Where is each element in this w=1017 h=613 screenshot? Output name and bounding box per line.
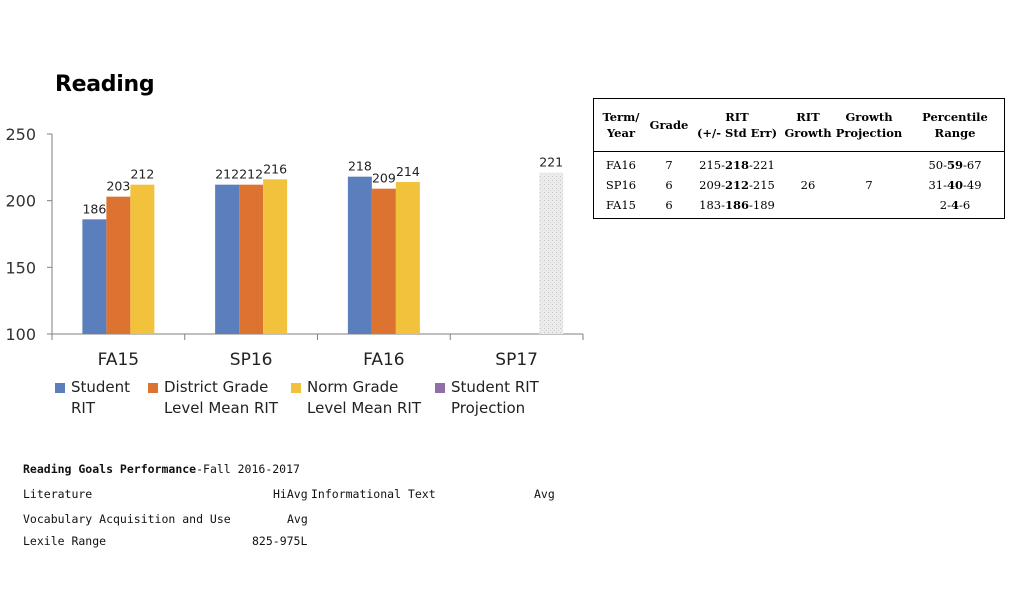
bar xyxy=(130,184,155,334)
bar xyxy=(82,219,107,334)
goal-informational-label: Informational Text xyxy=(311,487,436,501)
legend-label: Student RIT xyxy=(71,378,131,417)
bar xyxy=(215,184,240,334)
x-tick-label: SP17 xyxy=(495,350,538,370)
bar xyxy=(539,172,564,334)
data-label: 203 xyxy=(106,179,130,194)
cell-rit: 183-186-189 xyxy=(699,198,775,212)
bar xyxy=(263,179,288,334)
cell-grade: 6 xyxy=(665,178,673,192)
data-label: 186 xyxy=(82,201,106,216)
header-rit-growth: RIT Growth xyxy=(784,110,832,140)
legend-swatch xyxy=(55,383,65,393)
legend-item-rit-projection: Student RIT Projection xyxy=(435,377,581,419)
goal-vocab-label: Vocabulary Acquisition and Use xyxy=(23,512,231,526)
header-term-year: Term/ Year xyxy=(602,110,640,140)
cell-growth: 26 xyxy=(800,178,816,192)
chart-title: Reading xyxy=(55,72,155,97)
legend-label: Norm Grade Level Mean RIT xyxy=(307,378,422,417)
legend-item-district-mean: District Grade Level Mean RIT xyxy=(148,377,294,419)
goal-lexile-value: 825-975L xyxy=(252,534,308,548)
data-label: 212 xyxy=(239,167,263,182)
cell-percentile: 2-4-6 xyxy=(939,198,971,212)
data-label: 216 xyxy=(263,161,287,176)
header-rit-std-err: RIT (+/- Std Err) xyxy=(696,110,778,140)
goal-literature-label: Literature xyxy=(23,487,93,501)
cell-term: SP16 xyxy=(605,178,637,192)
rit-table-header: Term/ Year Grade RIT (+/- Std Err) RIT G… xyxy=(594,99,1004,152)
data-label: 214 xyxy=(396,164,420,179)
table-row: FA16 7 215-218-221 50-59-67 xyxy=(594,155,1004,175)
table-row: SP16 6 209-212-215 26 7 31-40-49 xyxy=(594,175,1004,195)
cell-rit: 209-212-215 xyxy=(699,178,775,192)
cell-projection: 7 xyxy=(865,178,873,192)
goal-informational-value: Avg xyxy=(534,487,555,501)
bar xyxy=(347,176,372,334)
y-tick-label: 100 xyxy=(5,325,36,344)
y-tick-label: 250 xyxy=(5,125,36,144)
x-tick-label: FA15 xyxy=(98,350,139,370)
cell-percentile: 31-40-49 xyxy=(928,178,982,192)
bar xyxy=(106,196,131,334)
x-tick-label: SP16 xyxy=(230,350,273,370)
data-label: 218 xyxy=(348,159,372,174)
legend-swatch xyxy=(435,383,445,393)
legend-swatch xyxy=(148,383,158,393)
table-row: FA15 6 183-186-189 2-4-6 xyxy=(594,195,1004,215)
cell-term: FA16 xyxy=(606,158,636,172)
legend-item-norm-mean: Norm Grade Level Mean RIT xyxy=(291,377,437,419)
data-label: 212 xyxy=(215,167,239,182)
legend-swatch xyxy=(291,383,301,393)
cell-term: FA15 xyxy=(606,198,636,212)
data-label: 221 xyxy=(539,155,563,170)
bar xyxy=(395,182,420,334)
cell-grade: 6 xyxy=(665,198,673,212)
legend-item-student-rit: Student RIT xyxy=(55,377,201,419)
y-tick-label: 150 xyxy=(5,258,36,277)
bar-chart: 100 150 200 250 FA15 SP16 FA16 SP17 186 212 218 203… xyxy=(5,125,584,370)
bar xyxy=(239,184,264,334)
goal-literature-value: HiAvg xyxy=(273,487,308,501)
rit-table: Term/ Year Grade RIT (+/- Std Err) RIT G… xyxy=(593,98,1005,219)
header-growth-projection: Growth Projection xyxy=(835,110,903,140)
bar xyxy=(371,188,396,334)
goal-lexile-label: Lexile Range xyxy=(23,534,107,548)
chart-legend: Student RIT District Grade Level Mean RIT … xyxy=(0,377,600,427)
data-label: 212 xyxy=(130,167,154,182)
cell-percentile: 50-59-67 xyxy=(928,158,982,172)
header-percentile-range: Percentile Range xyxy=(922,110,988,140)
header-grade: Grade xyxy=(649,118,689,132)
x-tick-label: FA16 xyxy=(363,350,404,370)
goal-vocab-value: Avg xyxy=(287,512,308,526)
cell-rit: 215-218-221 xyxy=(699,158,775,172)
y-tick-label: 200 xyxy=(5,192,36,211)
cell-grade: 7 xyxy=(665,158,673,172)
data-label: 209 xyxy=(372,171,396,186)
legend-label: Student RIT Projection xyxy=(451,378,539,417)
goals-heading: Reading Goals Performance-Fall 2016-2017 xyxy=(23,462,300,476)
legend-label: District Grade Level Mean RIT xyxy=(164,378,279,417)
